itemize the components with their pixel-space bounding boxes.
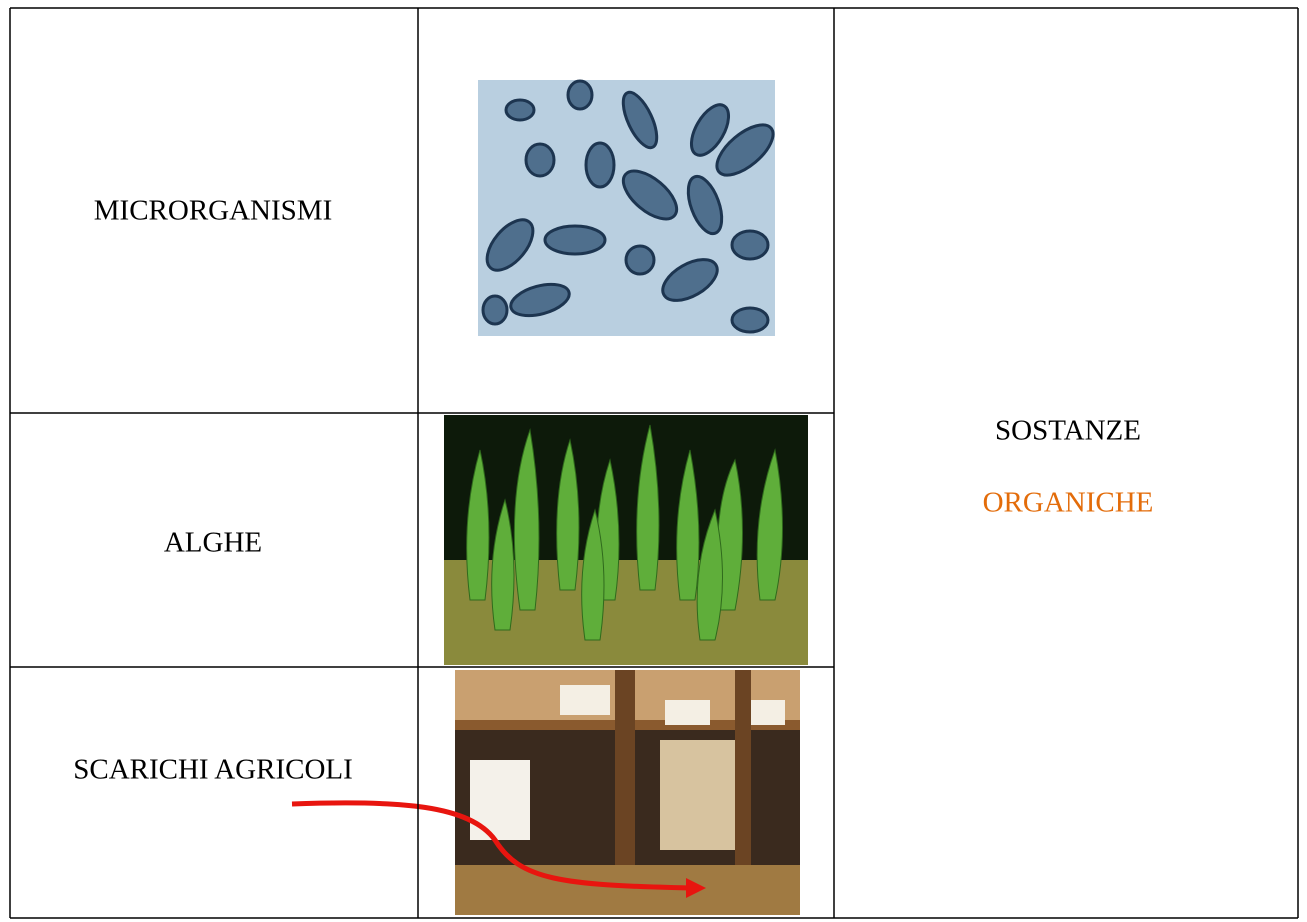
document-table: MICRORGANISMI ALGHE SCARICHI AGRICOLI SO… [0,0,1307,922]
algae-image [444,415,808,665]
page: MICRORGANISMI ALGHE SCARICHI AGRICOLI SO… [0,0,1307,922]
row-label: SCARICHI AGRICOLI [73,754,353,786]
merged-cell-highlight: ORGANICHE [983,487,1154,519]
barn-image [455,670,800,915]
row-label: MICRORGANISMI [94,195,332,227]
bacteria-image [478,80,781,336]
row-label: ALGHE [164,527,262,559]
merged-cell-line: SOSTANZE [995,415,1141,447]
